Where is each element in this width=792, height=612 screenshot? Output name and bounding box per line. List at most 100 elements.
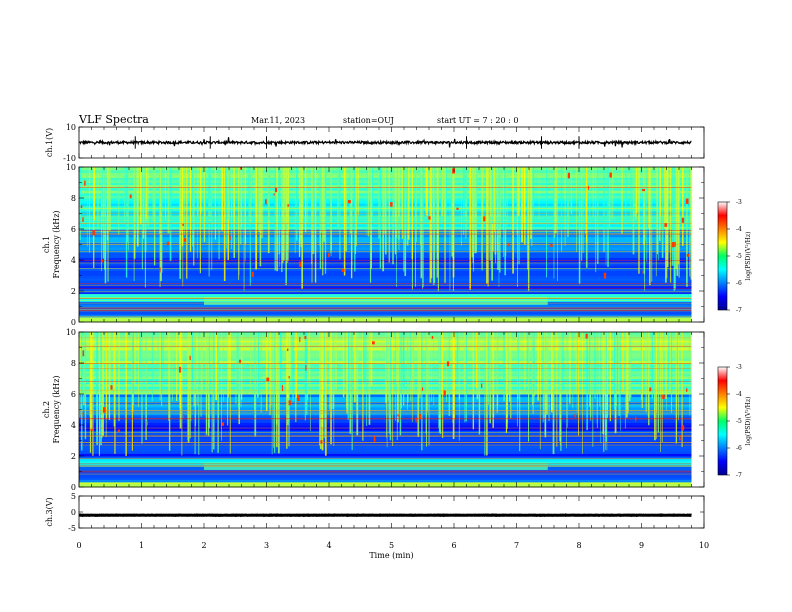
spectrogram-band bbox=[79, 412, 692, 416]
colorbar-tick-label: -4 bbox=[736, 391, 742, 398]
hiss-band bbox=[204, 297, 548, 305]
hot-spot bbox=[288, 375, 290, 379]
spectrogram-band bbox=[79, 396, 692, 400]
spectrogram-band bbox=[79, 437, 692, 441]
colorbar-tick-label: -7 bbox=[736, 307, 742, 314]
hot-spot bbox=[481, 383, 483, 388]
hot-spot bbox=[320, 439, 323, 444]
figure-title: VLF Spectra bbox=[78, 113, 149, 126]
hot-spot bbox=[347, 200, 351, 204]
spectrogram-band bbox=[79, 272, 692, 276]
spectrogram-band bbox=[79, 422, 692, 426]
y-tick-label: 4 bbox=[71, 421, 76, 430]
spectrogram-band bbox=[79, 280, 692, 284]
hot-spot bbox=[415, 417, 417, 423]
hot-spot bbox=[82, 350, 85, 357]
spectrogram-band bbox=[79, 265, 692, 269]
hot-spot bbox=[681, 217, 685, 223]
spectrogram-band bbox=[79, 337, 692, 341]
hot-spot bbox=[672, 242, 675, 248]
y-axis-label: Frequency (kHz) bbox=[52, 210, 61, 278]
hot-spot bbox=[585, 333, 588, 339]
hot-spot bbox=[299, 336, 301, 342]
hot-spot bbox=[281, 385, 284, 392]
x-tick-label: 8 bbox=[576, 541, 581, 550]
colorbar-tick-label: -6 bbox=[736, 280, 742, 287]
channel-label: ch.2 bbox=[42, 401, 51, 418]
x-axis-label: Time (min) bbox=[369, 551, 413, 560]
hot-spot bbox=[82, 412, 84, 417]
colorbar-scale bbox=[717, 201, 728, 311]
spectrogram-band bbox=[79, 375, 692, 379]
hot-spot bbox=[431, 336, 434, 339]
time-axis: 0 1 2 3 4 5 6 7 8 9 10 Time (min) bbox=[76, 541, 709, 560]
colorbar-tick-label: -5 bbox=[736, 418, 742, 425]
hot-spot bbox=[179, 366, 181, 373]
hot-spot bbox=[80, 205, 83, 209]
hot-spot bbox=[146, 420, 149, 426]
station-label: station=OUJ bbox=[343, 116, 394, 125]
spectrogram-band bbox=[79, 450, 692, 454]
spectrogram-band bbox=[79, 368, 692, 372]
hot-spot bbox=[567, 172, 570, 179]
spectrogram-band bbox=[79, 394, 692, 398]
x-tick-label: 5 bbox=[389, 541, 394, 550]
x-tick-label: 6 bbox=[451, 541, 456, 550]
y-tick-label: 4 bbox=[71, 256, 76, 265]
hot-spot bbox=[286, 348, 289, 351]
spectrogram-band bbox=[79, 344, 692, 348]
hot-spot bbox=[508, 243, 510, 247]
x-tick-label: 2 bbox=[201, 541, 206, 550]
hot-spot bbox=[686, 388, 688, 392]
hot-spot bbox=[183, 238, 187, 242]
hot-spot bbox=[371, 341, 375, 345]
hot-spot bbox=[456, 207, 459, 210]
spectrogram-band bbox=[79, 288, 692, 292]
hot-spot bbox=[443, 390, 446, 396]
hot-spot bbox=[221, 422, 225, 426]
y-tick-label: 0 bbox=[71, 483, 76, 492]
spectrogram-band bbox=[79, 254, 692, 258]
hot-spot bbox=[649, 387, 652, 392]
hot-spot bbox=[483, 216, 486, 222]
hot-spot bbox=[297, 395, 300, 402]
hot-spot bbox=[679, 434, 681, 441]
spectrogram-band bbox=[79, 291, 692, 295]
spectrogram-band bbox=[79, 453, 692, 457]
plot-frame bbox=[78, 495, 705, 529]
colorbar-scale bbox=[717, 366, 728, 476]
hot-spot bbox=[229, 235, 231, 241]
spectrogram-band bbox=[79, 419, 692, 423]
y-tick-label: 0 bbox=[71, 508, 76, 517]
spectrogram-band bbox=[79, 414, 692, 418]
spectrogram-band bbox=[79, 306, 692, 310]
hot-spot bbox=[428, 216, 431, 220]
hot-spot bbox=[446, 361, 450, 367]
y-tick-label: 2 bbox=[71, 452, 76, 461]
spectrogram-band bbox=[79, 303, 692, 307]
hot-spot bbox=[664, 223, 668, 227]
spectrogram-band bbox=[79, 404, 692, 408]
spectrogram-band bbox=[79, 370, 692, 374]
hot-spot bbox=[686, 253, 690, 257]
waveform-trace bbox=[78, 137, 692, 148]
colorbar-tick-label: -5 bbox=[736, 253, 742, 260]
y-tick-label: 10 bbox=[66, 163, 76, 172]
hot-spot bbox=[273, 193, 275, 196]
spectrogram-band bbox=[79, 270, 692, 274]
colorbar-tick-label: -4 bbox=[736, 226, 742, 233]
y-tick-label: 10 bbox=[66, 328, 76, 337]
hot-spot bbox=[681, 425, 685, 431]
hot-spot bbox=[642, 188, 645, 192]
hot-spot bbox=[182, 223, 184, 226]
spectrogram-band bbox=[79, 383, 692, 387]
hot-spot bbox=[90, 428, 93, 432]
ch1-colorbar: -3 -4 -5 -6 -7 log(PSD)(V²/Hz) bbox=[717, 199, 752, 314]
spectrogram-band bbox=[79, 319, 692, 323]
hot-spot bbox=[588, 185, 590, 190]
spectrogram-band bbox=[79, 363, 692, 367]
spectrogram-band bbox=[79, 275, 692, 279]
hot-spot bbox=[635, 416, 637, 422]
x-tick-label: 1 bbox=[139, 541, 144, 550]
